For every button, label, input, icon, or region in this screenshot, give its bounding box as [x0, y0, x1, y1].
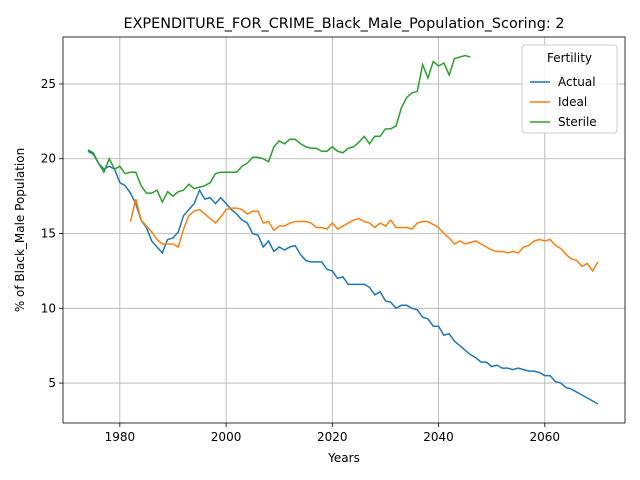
x-axis-label: Years — [327, 451, 360, 465]
legend-label: Actual — [558, 75, 596, 89]
chart-title: EXPENDITURE_FOR_CRIME_Black_Male_Populat… — [123, 16, 564, 32]
y-tick-label: 20 — [41, 152, 56, 166]
legend-label: Ideal — [558, 95, 587, 109]
y-tick-label: 5 — [48, 376, 56, 390]
x-tick-label: 2060 — [530, 430, 561, 444]
plot-frame — [62, 36, 626, 424]
line-series — [87, 150, 599, 405]
x-tick-label: 1980 — [105, 430, 136, 444]
y-axis-label: % of Black_Male Population — [13, 148, 27, 312]
x-tick-label: 2040 — [423, 430, 454, 444]
x-tick-label: 2020 — [317, 430, 348, 444]
legend-label: Sterile — [558, 115, 597, 129]
y-tick-label: 15 — [41, 227, 56, 241]
y-tick-label: 25 — [41, 77, 56, 91]
line-series — [87, 54, 471, 204]
legend: Fertility Actual Ideal Sterile — [521, 44, 618, 134]
line-series — [129, 198, 599, 273]
y-tick-label: 10 — [41, 301, 56, 315]
legend-title: Fertility — [547, 51, 592, 65]
x-tick-label: 2000 — [211, 430, 242, 444]
legend-box — [521, 44, 618, 134]
